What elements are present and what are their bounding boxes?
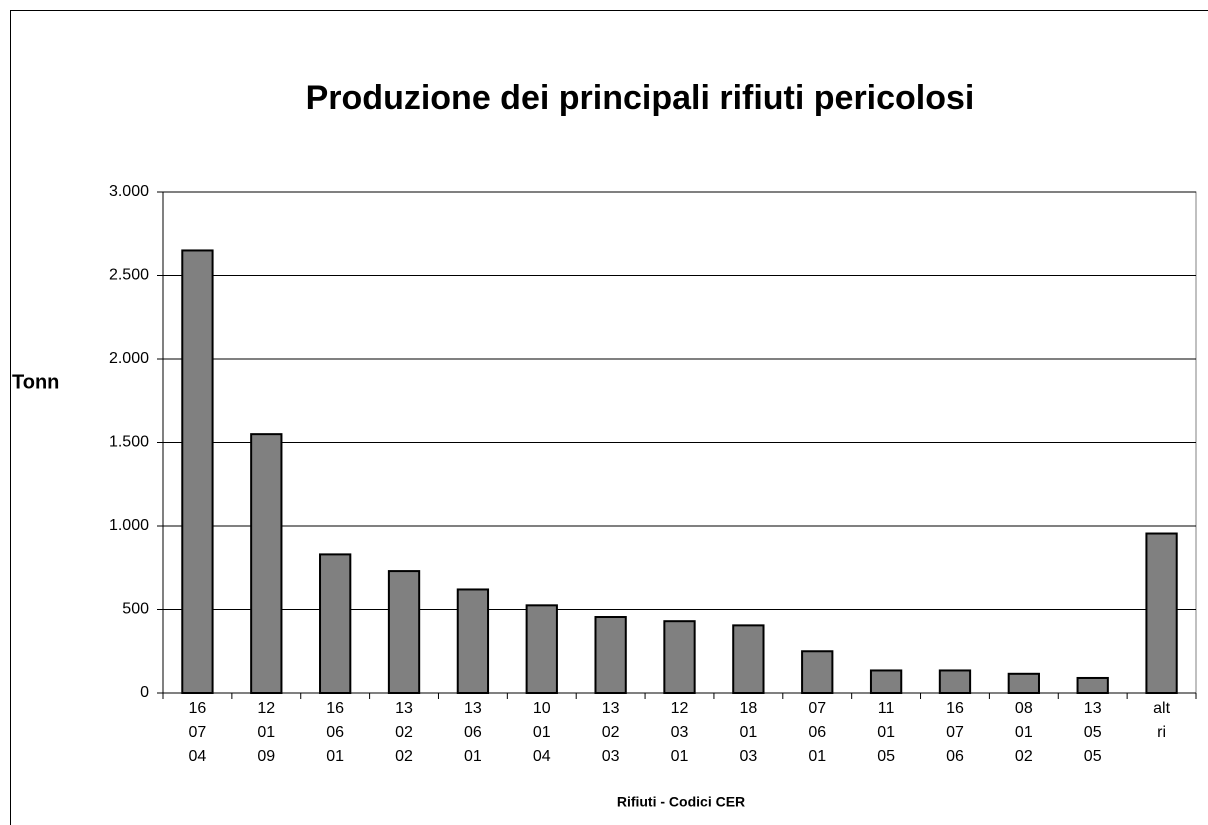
y-tick-label: 1.000 [109, 517, 149, 534]
y-tick-label: 0 [140, 684, 149, 701]
bar [938, 669, 972, 695]
x-tick-label: 12 [671, 700, 689, 717]
bar [869, 669, 903, 695]
x-tick-label: 01 [464, 748, 482, 765]
x-tick-label: 02 [395, 748, 413, 765]
x-tick-label: 05 [877, 748, 895, 765]
bar [1007, 672, 1040, 694]
x-tick-label: 01 [739, 724, 757, 741]
x-tick-label: 16 [946, 700, 964, 717]
x-tick-label: 09 [257, 748, 275, 765]
bar [1076, 676, 1109, 694]
x-tick-label: 11 [878, 700, 895, 717]
x-tick-label: 02 [1015, 748, 1033, 765]
x-tick-label: 16 [326, 700, 344, 717]
chart-title: Produzione dei principali rifiuti perico… [306, 79, 975, 117]
x-tick-label: 13 [602, 700, 620, 717]
x-tick-label: 16 [189, 700, 207, 717]
x-tick-label: 07 [946, 724, 964, 741]
x-tick-label: 06 [808, 724, 826, 741]
x-tick-label: 02 [395, 724, 413, 741]
bar [319, 553, 352, 695]
bar [663, 620, 696, 694]
x-tick-label: 13 [1084, 700, 1102, 717]
x-tick-label: 03 [602, 748, 620, 765]
bar [1145, 532, 1178, 695]
bar [732, 624, 765, 694]
bar [387, 570, 421, 695]
y-tick-label: 2.000 [109, 350, 149, 367]
x-tick-label: 01 [877, 724, 895, 741]
bar [801, 650, 834, 694]
x-tick-label: 03 [671, 724, 689, 741]
x-tick-label: 07 [189, 724, 207, 741]
x-tick-label: ri [1157, 724, 1166, 741]
x-tick-label: 13 [464, 700, 482, 717]
bar [181, 249, 214, 694]
x-tick-label: 03 [739, 748, 757, 765]
x-tick-label: alt [1153, 700, 1170, 717]
x-tick-label: 18 [739, 700, 757, 717]
x-tick-label: 13 [395, 700, 413, 717]
y-axis-label: Tonn [12, 371, 59, 393]
x-tick-label: 01 [671, 748, 689, 765]
x-tick-label: 10 [533, 700, 551, 717]
bar [250, 433, 283, 694]
y-tick-label: 2.500 [109, 267, 149, 284]
x-tick-label: 01 [1015, 724, 1033, 741]
x-tick-label: 06 [326, 724, 344, 741]
x-tick-label: 08 [1015, 700, 1033, 717]
y-tick-label: 1.500 [109, 434, 149, 451]
bar [525, 604, 558, 695]
y-tick-label: 500 [122, 601, 149, 618]
x-tick-label: 01 [533, 724, 551, 741]
x-tick-label: 01 [326, 748, 344, 765]
bar [456, 588, 490, 695]
x-tick-label: 07 [808, 700, 826, 717]
x-tick-label: 01 [808, 748, 826, 765]
bar [594, 616, 627, 695]
x-tick-label: 04 [189, 748, 207, 765]
x-tick-label: 05 [1084, 724, 1102, 741]
x-axis-label: Rifiuti - Codici CER [617, 794, 745, 810]
x-tick-label: 06 [946, 748, 964, 765]
x-tick-label: 06 [464, 724, 482, 741]
x-tick-label: 02 [602, 724, 620, 741]
x-tick-label: 05 [1084, 748, 1102, 765]
x-tick-label: 01 [257, 724, 275, 741]
x-tick-label: 04 [533, 748, 551, 765]
y-tick-label: 3.000 [109, 183, 149, 200]
x-tick-label: 12 [257, 700, 275, 717]
